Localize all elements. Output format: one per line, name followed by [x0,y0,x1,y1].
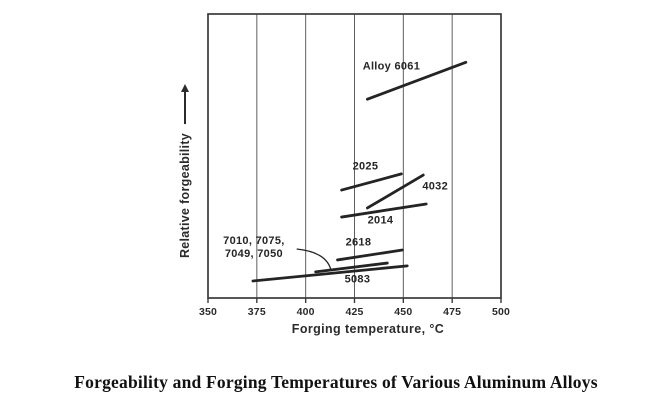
x-tick-label-425: 425 [345,306,364,318]
x-tick-label-400: 400 [296,306,315,318]
alloy-line-4032 [365,173,425,210]
y-axis-title: Relative forgeability [178,83,192,259]
callout-curve [296,248,332,270]
x-tick-label-375: 375 [247,306,266,318]
x-tick-label-350: 350 [198,306,218,318]
figure-caption: Forgeability and Forging Temperatures of… [74,372,598,392]
y-axis-title-text: Relative forgeability [178,132,192,259]
increasing-forgeability-arrow-icon [181,83,189,124]
alloy-line-2025 [340,172,403,192]
x-axis-tick-labels: 350 375 400 425 450 475 500 [0,306,672,320]
alloy-line-2014 [340,202,428,219]
alloy-line-7010-7075-7049-7050 [314,261,389,274]
alloy-line-5083 [251,264,409,283]
alloy-line-alloy-6061 [365,60,468,101]
x-tick-label-450: 450 [394,306,413,318]
x-axis-title: Forging temperature, °C [291,322,445,336]
x-tick-label-500: 500 [491,306,511,318]
alloy-line-2618 [336,248,404,262]
x-tick-label-475: 475 [443,306,462,318]
